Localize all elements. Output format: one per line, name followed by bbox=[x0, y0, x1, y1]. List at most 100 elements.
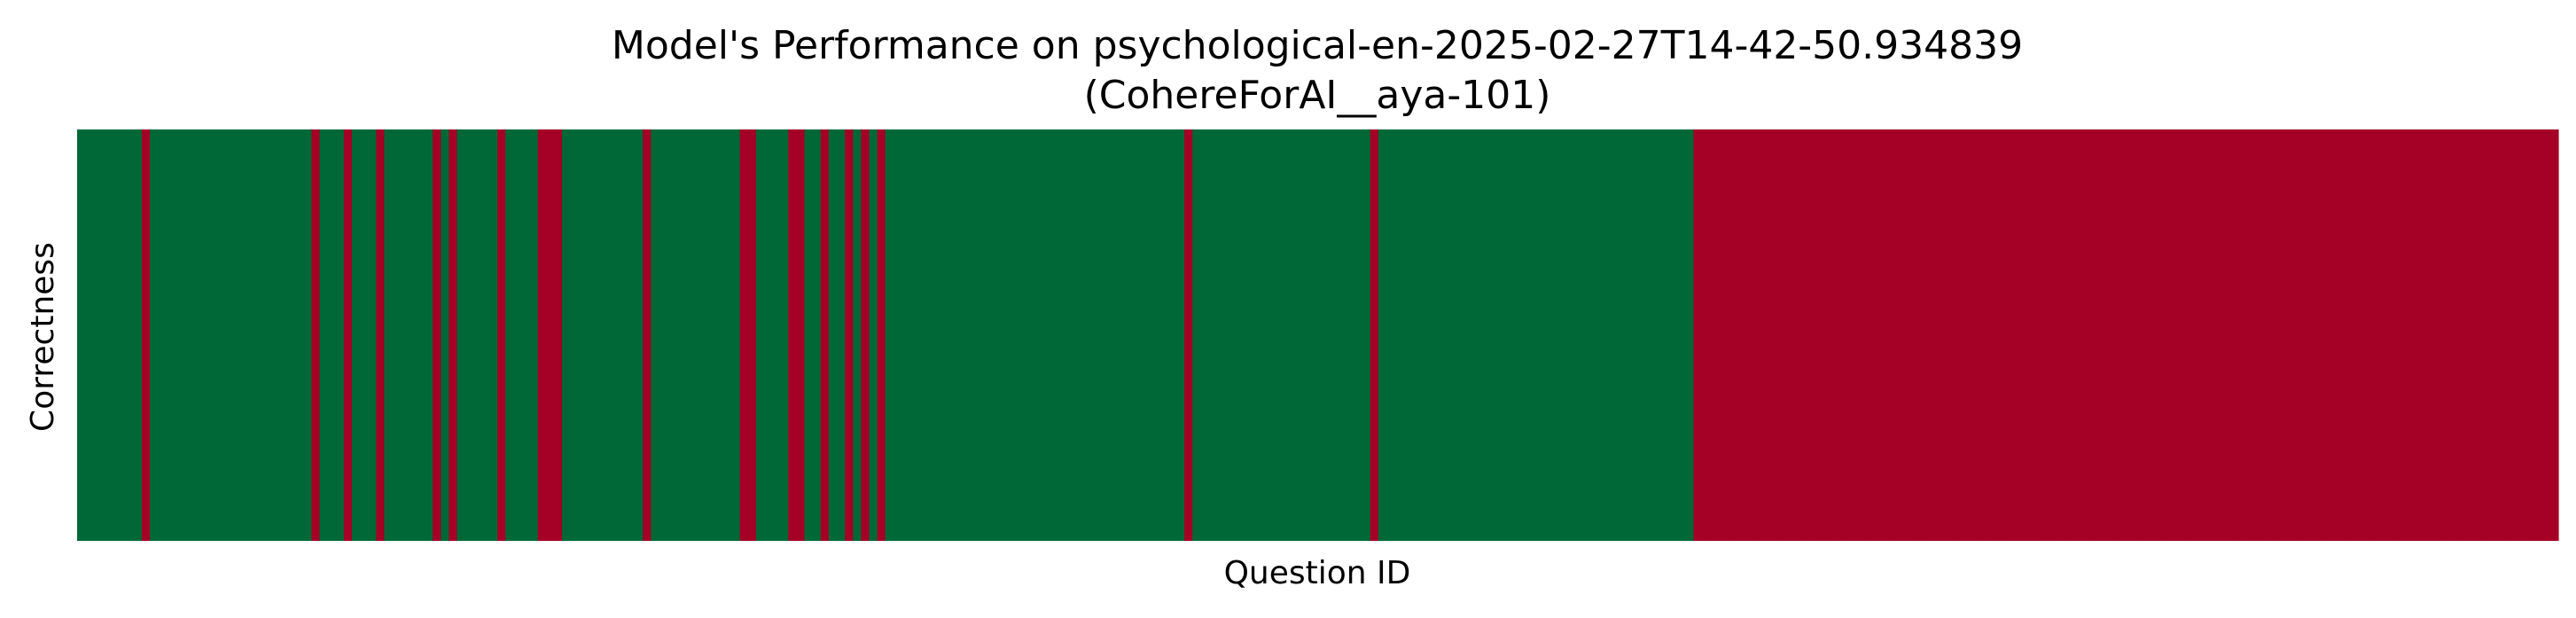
cell-incorrect bbox=[2469, 129, 2478, 541]
cell-correct bbox=[1224, 129, 1234, 541]
cell-correct bbox=[319, 129, 329, 541]
cell-correct bbox=[1644, 129, 1654, 541]
cell-incorrect bbox=[1742, 129, 1751, 541]
cell-correct bbox=[1055, 129, 1064, 541]
cell-incorrect bbox=[141, 129, 151, 541]
cell-correct bbox=[1491, 129, 1501, 541]
cell-incorrect bbox=[2065, 129, 2074, 541]
cell-correct bbox=[1208, 129, 1218, 541]
cell-incorrect bbox=[1701, 129, 1711, 541]
cell-correct bbox=[893, 129, 902, 541]
cell-incorrect bbox=[2323, 129, 2333, 541]
cell-incorrect bbox=[2170, 129, 2180, 541]
cell-incorrect bbox=[2178, 129, 2188, 541]
cell-incorrect bbox=[2429, 129, 2438, 541]
cell-correct bbox=[1079, 129, 1089, 541]
cell-correct bbox=[715, 129, 724, 541]
cell-incorrect bbox=[553, 129, 563, 541]
cell-correct bbox=[1459, 129, 1468, 541]
cell-correct bbox=[166, 129, 176, 541]
cell-incorrect bbox=[1838, 129, 1848, 541]
cell-correct bbox=[610, 129, 620, 541]
cell-correct bbox=[1378, 129, 1387, 541]
cell-correct bbox=[174, 129, 183, 541]
cell-incorrect bbox=[2437, 129, 2446, 541]
cell-correct bbox=[772, 129, 781, 541]
cell-correct bbox=[1273, 129, 1283, 541]
cell-incorrect bbox=[1862, 129, 1872, 541]
cell-correct bbox=[1071, 129, 1081, 541]
cell-incorrect bbox=[1919, 129, 1929, 541]
cell-correct bbox=[368, 129, 377, 541]
cell-incorrect bbox=[2356, 129, 2365, 541]
cell-incorrect bbox=[2105, 129, 2115, 541]
cell-correct bbox=[295, 129, 304, 541]
cell-correct bbox=[651, 129, 660, 541]
cell-correct bbox=[190, 129, 199, 541]
cell-correct bbox=[425, 129, 433, 541]
cell-correct bbox=[1136, 129, 1145, 541]
cell-correct bbox=[1636, 129, 1646, 541]
cell-incorrect bbox=[2461, 129, 2471, 541]
cell-incorrect bbox=[537, 129, 547, 541]
cell-correct bbox=[675, 129, 684, 541]
cell-correct bbox=[1483, 129, 1493, 541]
cell-incorrect bbox=[2453, 129, 2463, 541]
cell-correct bbox=[400, 129, 410, 541]
cell-correct bbox=[1006, 129, 1016, 541]
cell-correct bbox=[1556, 129, 1565, 541]
cell-correct bbox=[957, 129, 967, 541]
cell-incorrect bbox=[1911, 129, 1921, 541]
cell-incorrect bbox=[2146, 129, 2155, 541]
cell-correct bbox=[1014, 129, 1024, 541]
cell-correct bbox=[917, 129, 926, 541]
cell-correct bbox=[1151, 129, 1161, 541]
cell-incorrect bbox=[1879, 129, 1888, 541]
cell-incorrect bbox=[861, 129, 870, 541]
cell-incorrect bbox=[343, 129, 353, 541]
cell-correct bbox=[254, 129, 264, 541]
cell-incorrect bbox=[1807, 129, 1815, 541]
cell-incorrect bbox=[2121, 129, 2131, 541]
cell-incorrect bbox=[2267, 129, 2276, 541]
cell-correct bbox=[1572, 129, 1581, 541]
cell-correct bbox=[182, 129, 191, 541]
cell-correct bbox=[1386, 129, 1395, 541]
cell-incorrect bbox=[2445, 129, 2455, 541]
cell-correct bbox=[1410, 129, 1420, 541]
cell-correct bbox=[1467, 129, 1476, 541]
cell-correct bbox=[1128, 129, 1136, 541]
cell-correct bbox=[1596, 129, 1605, 541]
cell-correct bbox=[303, 129, 312, 541]
cell-correct bbox=[335, 129, 345, 541]
cell-correct bbox=[731, 129, 741, 541]
cell-incorrect bbox=[376, 129, 386, 541]
cell-correct bbox=[1418, 129, 1428, 541]
cell-correct bbox=[594, 129, 604, 541]
cell-correct bbox=[1628, 129, 1638, 541]
cell-correct bbox=[1249, 129, 1258, 541]
cell-incorrect bbox=[2525, 129, 2535, 541]
cell-correct bbox=[1038, 129, 1048, 541]
cell-incorrect bbox=[1717, 129, 1727, 541]
cell-correct bbox=[230, 129, 239, 541]
cell-incorrect bbox=[1734, 129, 1743, 541]
cell-correct bbox=[384, 129, 394, 541]
cell-correct bbox=[1240, 129, 1250, 541]
cell-correct bbox=[659, 129, 668, 541]
cell-correct bbox=[441, 129, 449, 541]
cell-correct bbox=[287, 129, 296, 541]
cell-incorrect bbox=[2202, 129, 2212, 541]
cell-correct bbox=[586, 129, 596, 541]
cell-correct bbox=[1216, 129, 1226, 541]
cell-incorrect bbox=[1370, 129, 1379, 541]
cell-incorrect bbox=[2517, 129, 2527, 541]
cell-correct bbox=[1660, 129, 1670, 541]
cell-correct bbox=[327, 129, 337, 541]
cell-incorrect bbox=[1927, 129, 1937, 541]
cell-incorrect bbox=[2033, 129, 2042, 541]
cell-correct bbox=[1442, 129, 1452, 541]
cell-correct bbox=[206, 129, 215, 541]
cell-incorrect bbox=[2227, 129, 2236, 541]
cell-incorrect bbox=[1782, 129, 1791, 541]
